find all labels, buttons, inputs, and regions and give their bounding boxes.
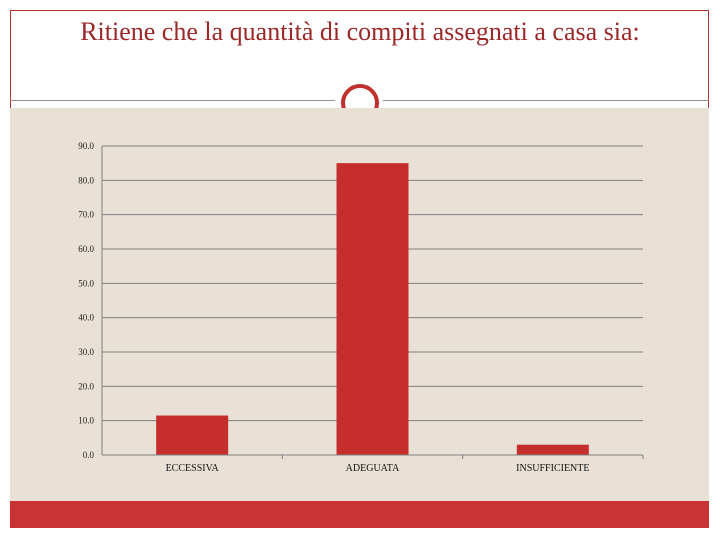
bar-adeguata [336,163,409,455]
slide-title: Ritiene che la quantità di compiti asseg… [80,17,640,46]
bar-insufficiente [516,444,589,455]
y-tick-label: 10.0 [78,416,94,426]
y-tick-label: 90.0 [78,141,94,151]
y-tick-label: 0.0 [83,450,95,460]
x-category-label: ADEGUATA [346,463,400,474]
y-tick-label: 40.0 [78,313,94,323]
x-category-label: INSUFFICIENTE [516,463,589,474]
bars [156,163,589,455]
y-tick-label: 50.0 [78,278,94,288]
y-tick-label: 30.0 [78,347,94,357]
footer-bar [10,501,709,528]
bar-eccessiva [156,415,229,455]
x-category-label: ECCESSIVA [166,463,220,474]
y-tick-label: 20.0 [78,381,94,391]
y-tick-label: 80.0 [78,175,94,185]
y-tick-label: 70.0 [78,210,94,220]
y-axis-ticks: 0.0 10.0 20.0 30.0 40.0 50.0 60.0 70.0 80.0 90.0 [78,141,94,460]
y-tick-label: 60.0 [78,244,94,254]
x-axis-labels: ECCESSIVA ADEGUATA INSUFFICIENTE [166,455,644,474]
